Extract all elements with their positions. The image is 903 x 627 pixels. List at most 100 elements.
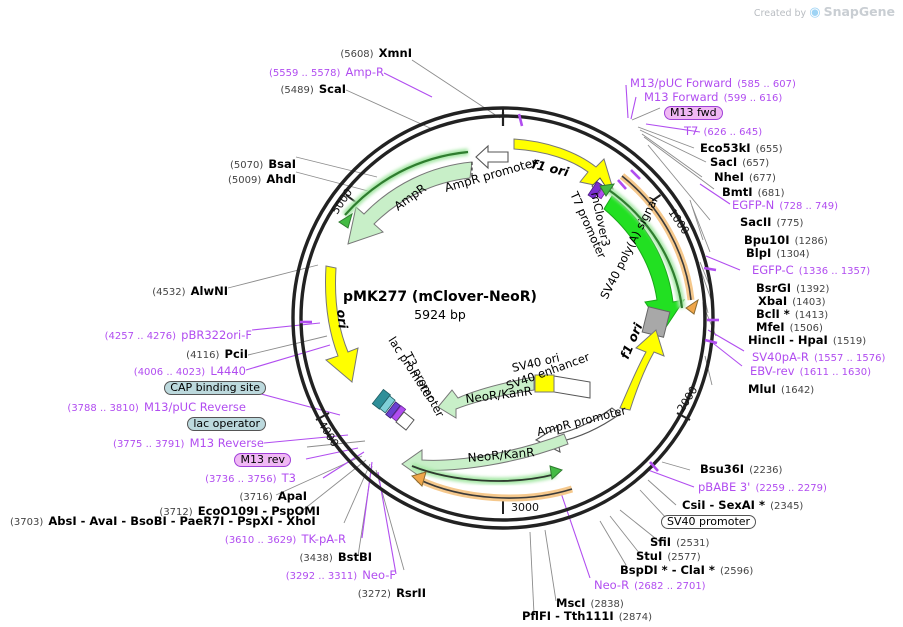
prim-t7: T7 [684,124,699,138]
prim-l4440: L4440 [210,364,246,378]
label-neo-r[interactable]: Neo-R (2682 .. 2701) [594,576,706,592]
pos-pbabe-3: (2259 .. 2279) [755,483,827,494]
label-ahdi[interactable]: (5009) AhdI [60,170,296,186]
label-bstbi[interactable]: (3438) BstBI [160,548,372,564]
feature-f1-ori-right[interactable] [619,329,665,411]
label-stui[interactable]: StuI (2577) [636,547,701,563]
feature-sv40-enhancer[interactable] [553,375,591,399]
label-hincii-hpai[interactable]: HincII - HpaI (1519) [748,331,866,347]
label-pcii[interactable]: (4116) PciI [60,345,248,361]
prim-neo-f: Neo-F [362,568,396,582]
label-sv40-promoter[interactable]: SV40 promoter [661,512,757,529]
label-rsrii[interactable]: (3272) RsrII [220,584,426,600]
feature-lac-boxes[interactable] [371,388,407,422]
featurebox-cap-binding-site[interactable]: CAP binding site [164,381,266,395]
snapgene-leaf-icon: ◉ [809,5,821,20]
label-mfei[interactable]: MfeI (1506) [756,318,823,334]
label-m13-rev[interactable]: M13 rev [150,450,291,467]
label-tk-pa-r[interactable]: (3610 .. 3629) TK-pA-R [130,530,346,546]
label-bcli[interactable]: BclI * (1413) [756,305,828,321]
label-m13-forward[interactable]: M13 Forward (599 .. 616) [644,88,782,104]
pos-bspdi-clai: (2596) [720,566,754,577]
pos-msci: (2838) [590,599,624,610]
label-pflfi-tth111i[interactable]: PflFI - Tth111I (2874) [522,607,652,623]
enz-saci: SacI [710,155,738,169]
label-sv40pa-r[interactable]: SV40pA-R (1557 .. 1576) [752,348,885,364]
label-nhei[interactable]: NheI (677) [714,168,776,184]
label-saci[interactable]: SacI (657) [710,153,769,169]
pos-bmti: (681) [757,188,785,199]
pos-mfei: (1506) [789,323,823,334]
label-blpi[interactable]: BlpI (1304) [746,244,810,260]
label-ebv-rev[interactable]: EBV-rev (1611 .. 1630) [750,362,871,378]
label-alwni[interactable]: (4532) AlwNI [40,282,228,298]
feature-neor-kanr-upper[interactable] [437,376,535,419]
label-m13-puc-reverse[interactable]: (3788 .. 3810) M13/pUC Reverse [0,398,246,414]
label-neo-f[interactable]: (3292 .. 3311) Neo-F [170,566,396,582]
pos-alwni: (4532) [152,287,186,298]
primerbox-m13-rev[interactable]: M13 rev [234,453,291,467]
feature-ori[interactable] [324,265,359,383]
label-bsrgi[interactable]: BsrGI (1392) [756,279,829,295]
feature-label-neor-kanr-lower: NeoR/KanR [467,445,535,465]
pos-neo-r: (2682 .. 2701) [634,581,706,592]
feature-ampr-promoter-top[interactable] [475,144,509,170]
prim-egfp-n: EGFP-N [732,198,775,212]
pos-bsu36i: (2236) [749,465,783,476]
label-eco53ki[interactable]: Eco53kI (655) [700,139,783,155]
label-ecoo109i-pspomi[interactable]: (3712) EcoO109I - PspOMI [60,502,320,518]
label-bsu36i[interactable]: Bsu36I (2236) [700,460,782,476]
label-bpu10i[interactable]: Bpu10I (1286) [744,231,828,247]
prim-m13-forward: M13 Forward [644,90,719,104]
feature-neor-kanr-lower[interactable] [401,433,569,479]
label-csii-sexai[interactable]: CsiI - SexAI * (2345) [682,496,803,512]
site-ticks [300,112,719,472]
label-bmti[interactable]: BmtI (681) [722,183,785,199]
label-pbr322ori-f[interactable]: (4257 .. 4276) pBR322ori-F [20,326,252,342]
enz-ecoo109i-pspomi: EcoO109I - PspOMI [197,504,320,518]
enz-bsrgi: BsrGI [756,281,791,295]
pos-pflfi-tth111i: (2874) [618,612,653,623]
primerbox-m13-fwd[interactable]: M13 fwd [664,106,723,120]
label-egfp-c[interactable]: EGFP-C (1336 .. 1357) [752,261,870,277]
feature-ampr[interactable] [347,161,473,245]
enz-bstbi: BstBI [337,550,372,564]
label-amp-r[interactable]: (5559 .. 5578) Amp-R [60,63,384,79]
pos-absi-group: (3703) [10,517,44,528]
label-m13-reverse[interactable]: (3775 .. 3791) M13 Reverse [20,434,264,450]
label-scai[interactable]: (5489) ScaI [80,80,347,96]
enz-bsai: BsaI [268,157,296,171]
label-pbabe-3[interactable]: pBABE 3' (2259 .. 2279) [698,478,827,494]
label-egfp-n[interactable]: EGFP-N (728 .. 749) [732,196,838,212]
enz-sacii: SacII [740,215,772,229]
label-sfii[interactable]: SfiI (2531) [650,533,709,549]
feature-t3-promoter[interactable] [395,411,415,431]
label-bspdi-clai[interactable]: BspDI * - ClaI * (2596) [620,561,753,577]
label-apai[interactable]: (3716) ApaI [100,487,307,503]
label-xbai[interactable]: XbaI (1403) [758,292,826,308]
label-m13-puc-forward[interactable]: M13/pUC Forward (585 .. 607) [630,74,796,90]
feature-f1-ori-top[interactable] [513,138,614,190]
feature-sv40-ori[interactable] [534,374,555,393]
label-absi-group[interactable]: (3703) AbsI - AvaI - BsoBI - PaeR7I - Ps… [10,512,316,528]
label-m13-fwd[interactable]: M13 fwd [664,103,723,120]
label-sacii[interactable]: SacII (775) [740,213,803,229]
featurebox-lac-operator[interactable]: lac operator [187,417,266,431]
label-l4440[interactable]: (4006 .. 4023) L4440 [20,362,246,378]
label-cap-binding-site[interactable]: CAP binding site [60,378,266,395]
label-mlui[interactable]: MluI (1642) [748,380,814,396]
label-lac-operator[interactable]: lac operator [100,414,266,431]
feature-label-t3-promoter: T3 promoter [401,349,447,420]
enz-bspdi-clai: BspDI * - ClaI * [620,563,715,577]
prim-neo-r: Neo-R [594,578,630,592]
label-t7[interactable]: T7 (626 .. 645) [684,122,762,138]
label-msci[interactable]: MscI (2838) [556,594,624,610]
credit-prefix: Created by [753,8,807,19]
prim-sv40pa-r: SV40pA-R [752,350,809,364]
label-t3[interactable]: (3736 .. 3756) T3 [60,469,296,485]
featurebox-sv40-promoter[interactable]: SV40 promoter [661,515,757,529]
label-xmni[interactable]: (5608) XmnI [80,44,412,60]
prim-t3: T3 [281,471,296,485]
label-bsai[interactable]: (5070) BsaI [60,155,296,171]
